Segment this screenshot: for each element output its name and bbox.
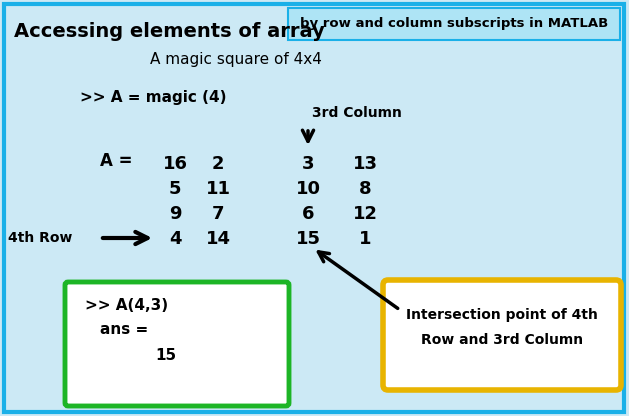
Text: 9: 9 — [169, 205, 181, 223]
Text: 12: 12 — [352, 205, 377, 223]
Text: 5: 5 — [169, 180, 181, 198]
Text: 11: 11 — [206, 180, 230, 198]
Text: Row and 3rd Column: Row and 3rd Column — [421, 333, 583, 347]
FancyBboxPatch shape — [288, 8, 620, 40]
FancyBboxPatch shape — [383, 280, 621, 390]
Text: 15: 15 — [155, 348, 176, 363]
Text: A =: A = — [100, 152, 133, 170]
Text: 8: 8 — [359, 180, 371, 198]
Text: 6: 6 — [302, 205, 314, 223]
Text: Intersection point of 4th: Intersection point of 4th — [406, 308, 598, 322]
Text: 2: 2 — [212, 155, 225, 173]
Text: by row and column subscripts in MATLAB: by row and column subscripts in MATLAB — [300, 17, 608, 30]
Text: 4: 4 — [169, 230, 181, 248]
Text: 16: 16 — [162, 155, 187, 173]
Text: >> A = magic (4): >> A = magic (4) — [80, 90, 226, 105]
Text: A magic square of 4x4: A magic square of 4x4 — [150, 52, 322, 67]
Text: 15: 15 — [296, 230, 321, 248]
FancyBboxPatch shape — [65, 282, 289, 406]
Text: Accessing elements of array: Accessing elements of array — [14, 22, 325, 41]
Text: 7: 7 — [212, 205, 225, 223]
Text: 13: 13 — [352, 155, 377, 173]
Text: 3: 3 — [302, 155, 314, 173]
Text: 4th Row: 4th Row — [8, 231, 72, 245]
FancyBboxPatch shape — [4, 4, 624, 412]
Text: 14: 14 — [206, 230, 230, 248]
Text: 1: 1 — [359, 230, 371, 248]
Text: 10: 10 — [296, 180, 321, 198]
Text: ans =: ans = — [100, 322, 148, 337]
Text: 3rd Column: 3rd Column — [312, 106, 402, 120]
Text: >> A(4,3): >> A(4,3) — [85, 298, 168, 313]
